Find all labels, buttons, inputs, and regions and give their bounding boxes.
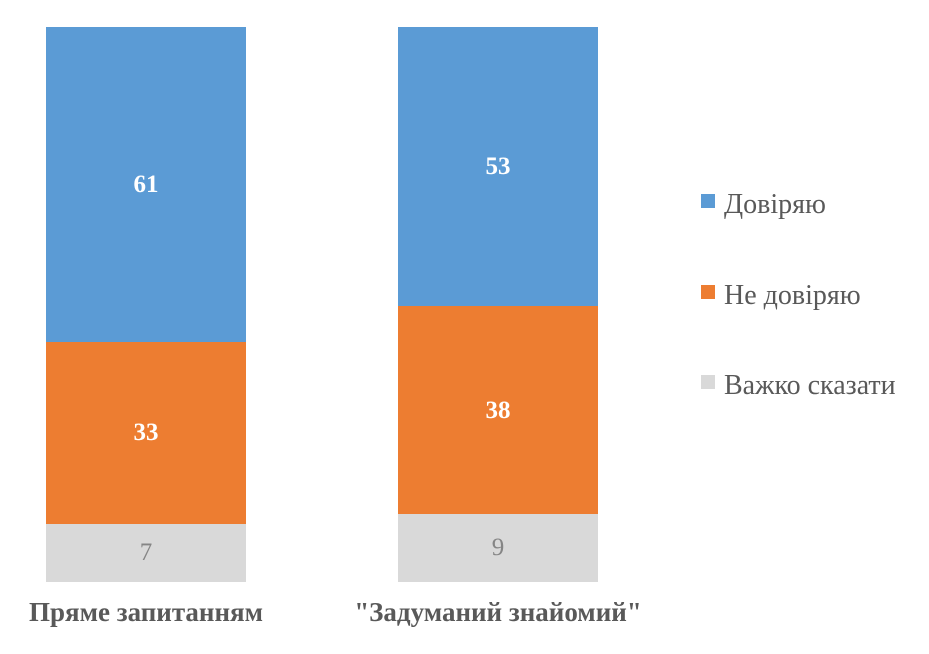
legend-swatch-gray-icon [701,375,715,389]
legend-item-hard-to-say: Важко сказати [701,370,896,401]
segment-trust: 53 [398,27,598,307]
value-label-no-trust: 33 [133,419,159,447]
value-label-no-trust: 38 [485,396,511,424]
category-label-imagined-acquaintance: "Задуманий знайомий" [354,597,642,627]
legend-swatch-orange-icon [701,285,715,299]
segment-no-trust: 33 [46,341,246,524]
segment-hard-to-say: 9 [398,513,598,583]
segment-hard-to-say: 7 [46,523,246,582]
bar-direct-question: 61 33 7 [46,27,246,582]
category-label-direct-question: Пряме запитанням [28,597,264,627]
legend-label-hard-to-say: Важко сказати [724,370,896,401]
bar-imagined-acquaintance: 53 38 9 [398,27,598,583]
legend-item-trust: Довіряю [701,189,826,220]
value-label-hard-to-say: 9 [491,534,505,562]
segment-no-trust: 38 [398,306,598,514]
legend-item-no-trust: Не довіряю [701,280,861,311]
value-label-hard-to-say: 7 [139,539,153,567]
legend-label-no-trust: Не довіряю [724,280,861,311]
value-label-trust: 53 [485,153,511,181]
legend-swatch-blue-icon [701,194,715,208]
value-label-trust: 61 [133,170,159,198]
legend-label-trust: Довіряю [724,189,826,220]
segment-trust: 61 [46,27,246,342]
